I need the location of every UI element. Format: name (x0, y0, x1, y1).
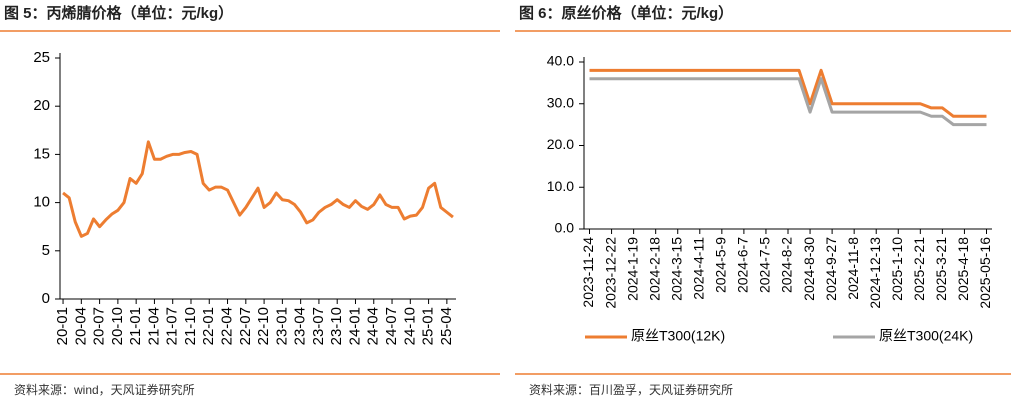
x-tick-label: 2024-1-19 (624, 237, 640, 301)
y-tick-label: 20.0 (547, 136, 574, 152)
x-tick-label: 22-04 (219, 307, 236, 345)
x-tick-label: 2025-4-18 (955, 237, 971, 301)
x-tick-label: 2025-1-10 (889, 237, 905, 301)
x-tick-label: 23-04 (292, 307, 309, 345)
chart-title: 图 6：原丝价格（单位：元/kg） (519, 4, 733, 22)
x-tick-label: 21-04 (145, 307, 162, 345)
x-tick-label: 22-07 (237, 307, 254, 345)
x-tick-label: 23-10 (328, 307, 345, 345)
y-tick-label: 15 (33, 145, 50, 162)
x-tick-label: 2024-4-11 (690, 237, 706, 300)
x-tick-label: 22-01 (200, 307, 217, 345)
y-tick-label: 20 (33, 97, 50, 114)
x-tick-label: 20-07 (91, 307, 108, 345)
x-tick-label: 24-01 (346, 307, 363, 345)
y-tick-label: 10 (33, 194, 50, 211)
x-tick-label: 21-10 (182, 307, 199, 345)
source-note: 资料来源：百川盈孚，天风证券研究所 (529, 382, 733, 397)
x-tick-label: 2023-12-22 (602, 237, 618, 309)
y-tick-label: 10.0 (547, 178, 574, 194)
x-tick-label: 21-07 (164, 307, 181, 345)
x-tick-label: 24-04 (365, 307, 382, 345)
x-tick-label: 2024-8-30 (801, 237, 817, 301)
x-tick-label: 2024-7-5 (757, 237, 773, 293)
x-tick-label: 2025-05-16 (977, 237, 993, 309)
x-tick-label: 24-07 (383, 307, 400, 345)
x-tick-label: 20-10 (109, 307, 126, 345)
x-tick-label: 20-01 (54, 307, 71, 345)
x-tick-label: 23-07 (310, 307, 327, 345)
y-tick-label: 0.0 (555, 220, 575, 236)
x-tick-label: 20-04 (72, 307, 89, 345)
x-tick-label: 24-10 (401, 307, 418, 345)
x-tick-label: 2024-3-15 (668, 237, 684, 301)
y-tick-label: 30.0 (547, 94, 574, 110)
x-tick-label: 22-10 (255, 307, 272, 345)
x-tick-label: 2024-11-8 (845, 237, 861, 300)
y-tick-label: 25 (33, 49, 50, 66)
y-tick-label: 5 (42, 242, 50, 259)
x-tick-label: 23-01 (273, 307, 290, 345)
y-tick-label: 40.0 (547, 53, 574, 69)
legend-label: 原丝T300(12K) (631, 328, 725, 344)
x-tick-label: 2024-6-7 (735, 237, 751, 293)
x-tick-label: 2024-8-2 (779, 237, 795, 293)
x-tick-label: 21-01 (127, 307, 144, 345)
x-tick-label: 25-04 (438, 307, 455, 345)
x-tick-label: 2024-5-9 (713, 237, 729, 293)
data-line (589, 77, 987, 127)
x-tick-label: 2024-12-13 (867, 237, 883, 309)
data-line (62, 140, 454, 238)
legend-label: 原丝T300(24K) (879, 328, 973, 344)
x-tick-label: 2024-9-27 (823, 237, 839, 301)
x-tick-label: 2025-2-21 (911, 237, 927, 301)
x-tick-label: 2024-2-18 (646, 237, 662, 301)
chart-title: 图 5：丙烯腈价格（单位：元/kg） (4, 4, 233, 22)
x-tick-label: 2023-11-24 (580, 237, 596, 308)
y-tick-label: 0 (42, 290, 50, 307)
x-tick-label: 2025-3-21 (933, 237, 949, 301)
data-line (589, 68, 987, 118)
source-note: 资料来源：wind，天风证券研究所 (14, 382, 195, 397)
x-tick-label: 25-01 (420, 307, 437, 345)
